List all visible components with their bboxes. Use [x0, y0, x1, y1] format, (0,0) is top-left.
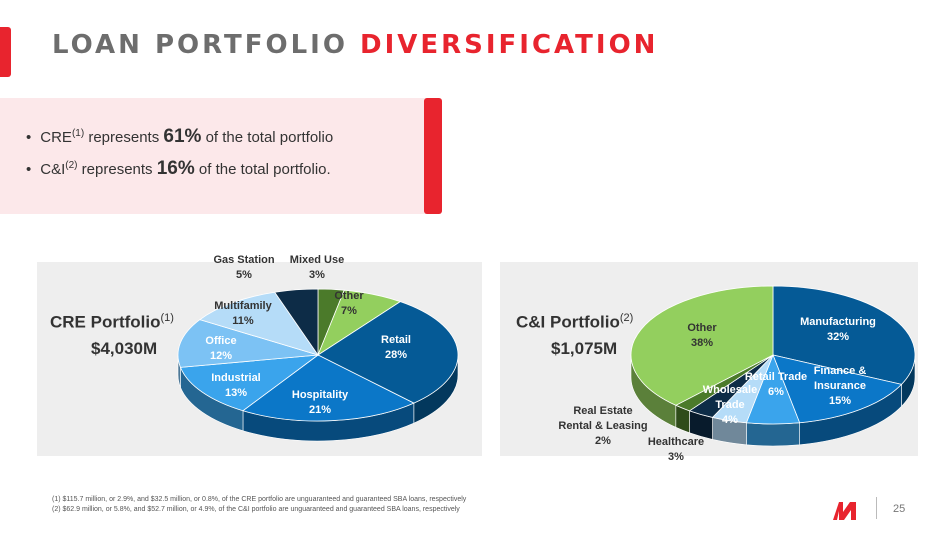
cre-pie: Mixed Use 3% Other 7% Retail 28% Hospitality 21… [177, 254, 459, 442]
ci-label-wholesale-trade: Wholesale Trade 4% [703, 384, 757, 426]
slice-value: 15% [829, 395, 851, 407]
footnote-ref: (2) [619, 312, 634, 324]
slice-value: 5% [236, 269, 252, 281]
ci-label-real-estate-rental-leasing: Real Estate Rental & Leasing 2% [558, 405, 647, 447]
ci-label-healthcare: Healthcare 3% [648, 436, 704, 463]
slice-name: Industrial [211, 372, 261, 384]
cre-label-gas-station: Gas Station 5% [213, 254, 274, 281]
cre-slice-office [177, 319, 319, 368]
cre-pie-top [177, 288, 459, 422]
slice-value: 21% [309, 404, 331, 416]
slice-name: Rental & Leasing [558, 420, 647, 432]
slice-value: 3% [309, 269, 325, 281]
page-number: 25 [893, 503, 906, 515]
ci-label-other: Other 38% [687, 322, 717, 349]
ci-label-finance-insurance: Finance & Insurance 15% [814, 365, 867, 407]
bullet-text: represents [84, 129, 164, 146]
cre-slice-labels: Mixed Use 3% Other 7% Retail 28% Hospitality 21… [205, 254, 411, 416]
title-text: LOAN PORTFOLIO [52, 30, 360, 60]
slice-name: Gas Station [213, 254, 274, 266]
cre-label-mixed-use: Mixed Use 3% [290, 254, 344, 281]
slice-value: 3% [668, 451, 684, 463]
summary-callout [0, 98, 432, 214]
cre-slice-hospitality [242, 354, 415, 422]
bullet-text: represents [77, 161, 157, 178]
bullet-ci: C&I(2) represents 16% of the total portf… [26, 158, 333, 180]
cre-label-industrial: Industrial 13% [211, 372, 261, 399]
slice-name: Mixed Use [290, 254, 344, 266]
ci-side-retail-trade [746, 422, 800, 447]
footnote-ref: (1) [160, 312, 174, 324]
footnote-2: (2) $62.9 million, or 5.8%, and $52.7 mi… [52, 506, 460, 513]
footnote-ref: (1) [71, 128, 85, 139]
slice-value: 13% [225, 387, 247, 399]
ci-slice-other [630, 285, 774, 406]
company-logo [833, 502, 856, 520]
slice-name: Office [205, 335, 236, 347]
slice-value: 38% [691, 337, 713, 349]
slice-name: Insurance [814, 380, 866, 392]
slice-value: 11% [232, 315, 254, 327]
page-title: LOAN PORTFOLIO DIVERSIFICATION [52, 30, 658, 60]
bullet-text: CRE [40, 129, 72, 146]
bullet-text: C&I [40, 161, 66, 178]
bullet-text: of the total portfolio. [194, 161, 331, 178]
slice-name: Wholesale [703, 384, 757, 396]
bullet-cre: CRE(1) represents 61% of the total portf… [26, 126, 333, 148]
slice-value: 32% [827, 331, 849, 343]
slice-value: 12% [210, 350, 232, 362]
cre-label-hospitality: Hospitality 21% [292, 389, 349, 416]
slice-name: Retail Trade [745, 371, 807, 383]
slice-name: Finance & [814, 365, 867, 377]
cre-label-multifamily: Multifamily 11% [214, 300, 272, 327]
ci-label-retail-trade: Retail Trade 6% [745, 371, 807, 398]
slice-value: 4% [722, 414, 738, 426]
slice-name: Real Estate [573, 405, 632, 417]
slice-name: Healthcare [648, 436, 704, 448]
cre-label-retail: Retail 28% [381, 334, 411, 361]
cre-title-text: CRE Portfolio [50, 312, 161, 332]
slice-value: 2% [595, 435, 611, 447]
ci-pie-top [630, 285, 916, 425]
cre-label-office: Office 12% [205, 335, 236, 362]
ci-slice-manufacturing [772, 285, 916, 385]
slice-value: 6% [768, 386, 784, 398]
slice-name: Hospitality [292, 389, 349, 401]
bullet-text: of the total portfolio [201, 129, 334, 146]
bullet-percent: 16% [156, 158, 195, 179]
slice-name: Retail [381, 334, 411, 346]
slice-name: Trade [715, 399, 744, 411]
footnote-1: (1) $115.7 million, or 2.9%, and $32.5 m… [52, 496, 467, 503]
callout-accent-bar [424, 98, 442, 214]
cre-slice-gas-station [274, 288, 319, 357]
slice-name: Other [687, 322, 717, 334]
title-highlight: DIVERSIFICATION [359, 30, 659, 60]
cre-slice-industrial [179, 354, 320, 412]
cre-total: $4,030M [91, 339, 158, 358]
footer-divider [876, 497, 877, 519]
bullet-percent: 61% [163, 126, 202, 147]
ci-title-text: C&I Portfolio [516, 312, 620, 332]
ci-slice-finance-insurance [772, 354, 903, 424]
cre-slice-retail [317, 301, 459, 404]
slice-value: 28% [385, 349, 407, 361]
slice-name: Other [334, 290, 364, 302]
ci-chart-title: C&I Portfolio(2) [516, 312, 633, 333]
cre-label-other: Other 7% [334, 290, 364, 317]
ci-total: $1,075M [551, 339, 618, 358]
summary-bullets: CRE(1) represents 61% of the total portf… [26, 126, 333, 190]
slice-name: Multifamily [214, 300, 272, 312]
footnote-ref: (2) [65, 160, 78, 171]
ci-slice-labels: Manufacturing 32% Finance & Insurance 15% Ret… [558, 316, 876, 463]
cre-chart-title: CRE Portfolio(1) [50, 312, 174, 333]
ci-label-manufacturing: Manufacturing 32% [800, 316, 876, 343]
slice-value: 7% [341, 305, 357, 317]
cre-slice-multifamily [198, 291, 319, 356]
slice-name: Manufacturing [800, 316, 876, 328]
footnotes: (1) $115.7 million, or 2.9%, and $32.5 m… [52, 495, 466, 515]
title-accent-bar [0, 27, 11, 77]
ci-pie: Manufacturing 32% Finance & Insurance 15% Ret… [558, 285, 916, 463]
